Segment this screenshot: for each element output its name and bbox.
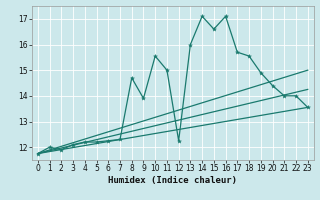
X-axis label: Humidex (Indice chaleur): Humidex (Indice chaleur) (108, 176, 237, 185)
